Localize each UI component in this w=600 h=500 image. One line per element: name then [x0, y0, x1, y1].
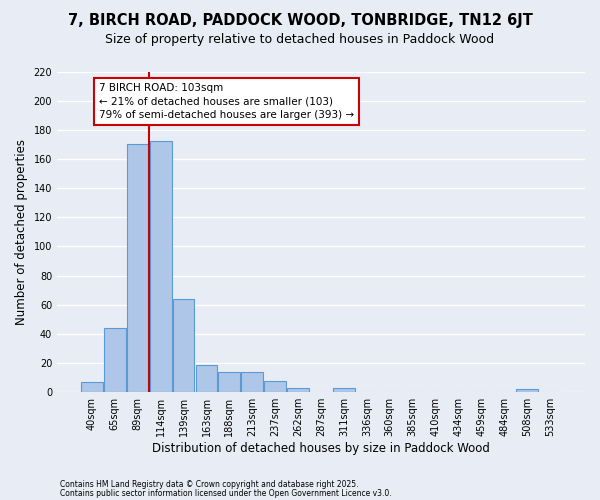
- Bar: [196, 364, 217, 392]
- Bar: [241, 372, 263, 392]
- Bar: [127, 144, 149, 392]
- Bar: [333, 388, 355, 392]
- X-axis label: Distribution of detached houses by size in Paddock Wood: Distribution of detached houses by size …: [152, 442, 490, 455]
- Y-axis label: Number of detached properties: Number of detached properties: [15, 139, 28, 325]
- Bar: [104, 328, 126, 392]
- Bar: [81, 382, 103, 392]
- Text: Contains HM Land Registry data © Crown copyright and database right 2025.: Contains HM Land Registry data © Crown c…: [60, 480, 359, 489]
- Text: 7, BIRCH ROAD, PADDOCK WOOD, TONBRIDGE, TN12 6JT: 7, BIRCH ROAD, PADDOCK WOOD, TONBRIDGE, …: [68, 12, 532, 28]
- Text: Size of property relative to detached houses in Paddock Wood: Size of property relative to detached ho…: [106, 32, 494, 46]
- Bar: [218, 372, 240, 392]
- Bar: [173, 299, 194, 392]
- Bar: [287, 388, 309, 392]
- Bar: [517, 390, 538, 392]
- Text: 7 BIRCH ROAD: 103sqm
← 21% of detached houses are smaller (103)
79% of semi-deta: 7 BIRCH ROAD: 103sqm ← 21% of detached h…: [99, 83, 354, 120]
- Bar: [150, 142, 172, 392]
- Text: Contains public sector information licensed under the Open Government Licence v3: Contains public sector information licen…: [60, 489, 392, 498]
- Bar: [265, 380, 286, 392]
